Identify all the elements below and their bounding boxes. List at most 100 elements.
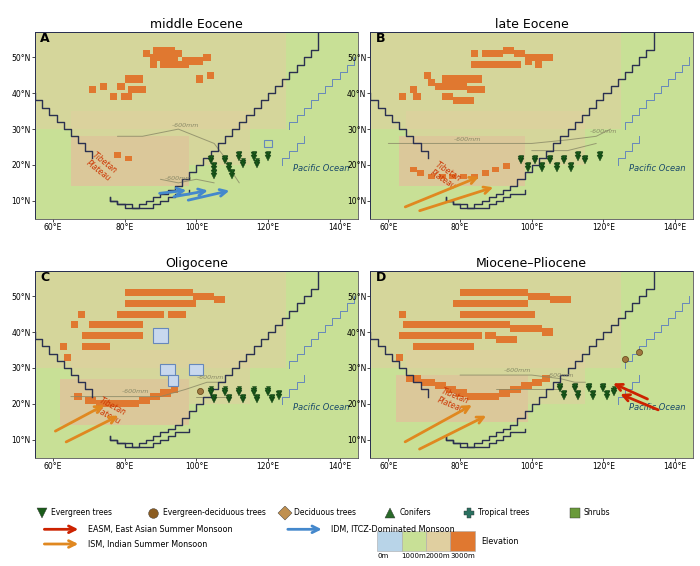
Bar: [265, 140, 272, 147]
Bar: [532, 325, 542, 332]
Bar: [153, 289, 167, 296]
Bar: [118, 311, 128, 318]
Bar: [453, 75, 463, 83]
Text: Tibetan
Plateau: Tibetan Plateau: [428, 160, 463, 191]
Bar: [424, 72, 431, 79]
Text: –600mm: –600mm: [197, 375, 224, 380]
Bar: [467, 86, 478, 93]
Bar: [421, 321, 435, 328]
Bar: [82, 332, 92, 339]
Bar: [521, 325, 532, 332]
Text: Tropical trees: Tropical trees: [479, 508, 530, 517]
Bar: [482, 170, 489, 175]
Bar: [507, 311, 517, 318]
Bar: [453, 300, 467, 307]
Text: 2000m: 2000m: [426, 553, 451, 559]
Bar: [446, 386, 456, 393]
Bar: [485, 311, 496, 318]
Bar: [96, 400, 106, 408]
Bar: [92, 343, 103, 350]
Text: –600mm: –600mm: [454, 136, 481, 142]
Bar: [182, 61, 189, 68]
Bar: [406, 111, 585, 165]
Bar: [139, 397, 150, 404]
Bar: [64, 354, 71, 361]
Bar: [456, 343, 467, 350]
Text: –600mm: –600mm: [122, 389, 149, 394]
Bar: [521, 382, 532, 389]
Bar: [118, 400, 128, 408]
Text: Tibetan
Plateau: Tibetan Plateau: [93, 396, 127, 426]
Bar: [82, 343, 92, 350]
Bar: [536, 54, 546, 61]
Bar: [428, 174, 435, 179]
Bar: [463, 321, 478, 328]
Bar: [492, 300, 507, 307]
Text: Elevation: Elevation: [481, 537, 519, 546]
Text: 3000m: 3000m: [450, 553, 475, 559]
Bar: [471, 174, 478, 179]
Bar: [449, 321, 463, 328]
Bar: [85, 397, 96, 404]
Bar: [182, 289, 192, 296]
Bar: [517, 311, 528, 318]
Bar: [172, 386, 178, 393]
Bar: [406, 321, 421, 328]
Bar: [178, 300, 189, 307]
Bar: [507, 300, 517, 307]
Bar: [103, 343, 111, 350]
Text: 0m: 0m: [377, 553, 388, 559]
Bar: [135, 75, 143, 83]
Bar: [114, 152, 121, 158]
Bar: [492, 61, 503, 68]
Bar: [370, 32, 622, 129]
Bar: [150, 393, 160, 400]
Bar: [463, 97, 475, 104]
Bar: [71, 111, 250, 165]
Bar: [517, 300, 528, 307]
Bar: [510, 386, 521, 393]
Bar: [438, 174, 446, 179]
Bar: [424, 343, 435, 350]
Bar: [74, 393, 82, 400]
Bar: [172, 54, 178, 61]
Bar: [471, 50, 478, 57]
Bar: [99, 321, 111, 328]
Bar: [139, 289, 153, 296]
Bar: [524, 57, 532, 65]
Bar: [475, 289, 489, 296]
Bar: [182, 57, 192, 65]
Bar: [103, 332, 114, 339]
Bar: [153, 328, 167, 343]
Bar: [536, 61, 542, 68]
Bar: [471, 332, 482, 339]
Bar: [111, 321, 121, 328]
Bar: [414, 93, 421, 100]
Bar: [482, 61, 492, 68]
Bar: [435, 321, 449, 328]
Text: B: B: [376, 32, 385, 45]
Bar: [207, 72, 214, 79]
Title: middle Eocene: middle Eocene: [150, 18, 243, 31]
Bar: [121, 93, 132, 100]
Bar: [150, 54, 160, 61]
Bar: [460, 311, 471, 318]
Bar: [524, 54, 536, 61]
Bar: [435, 382, 446, 389]
Bar: [467, 393, 478, 400]
Bar: [528, 293, 539, 300]
Bar: [450, 531, 475, 551]
Bar: [467, 300, 482, 307]
Bar: [402, 321, 410, 328]
Text: Pacific Ocean: Pacific Ocean: [293, 164, 350, 173]
Bar: [71, 321, 78, 328]
Bar: [35, 32, 286, 129]
Text: 1000m: 1000m: [402, 553, 426, 559]
Bar: [399, 93, 406, 100]
Bar: [139, 86, 146, 93]
Bar: [514, 61, 521, 68]
Bar: [71, 350, 250, 404]
Bar: [446, 83, 456, 89]
Bar: [399, 311, 406, 318]
Bar: [414, 332, 428, 339]
